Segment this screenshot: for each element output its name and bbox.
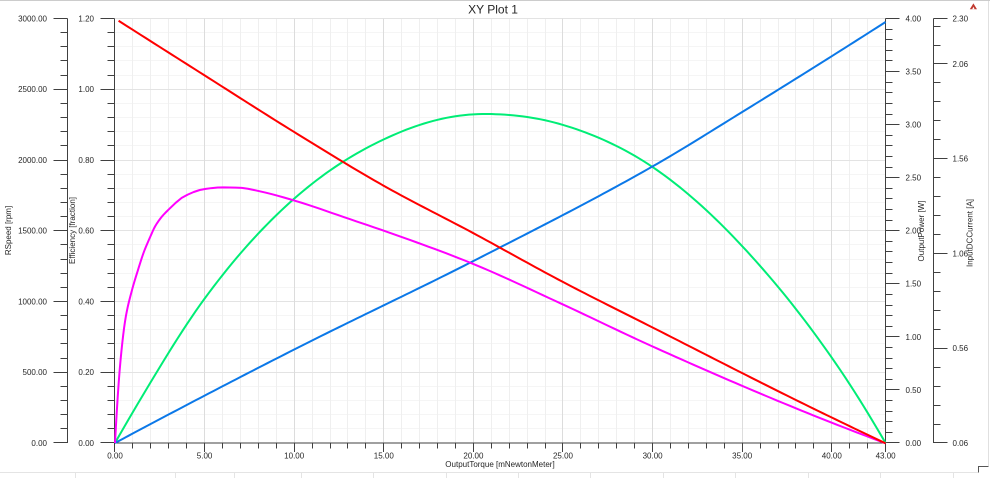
svg-text:40.00: 40.00 (822, 452, 843, 461)
svg-text:25.00: 25.00 (553, 452, 574, 461)
svg-text:RSpeed [rpm]: RSpeed [rpm] (4, 206, 13, 255)
svg-text:0.00: 0.00 (107, 452, 123, 461)
svg-text:500.00: 500.00 (23, 368, 48, 377)
svg-text:30.00: 30.00 (643, 452, 664, 461)
svg-text:2000.00: 2000.00 (18, 156, 47, 165)
svg-text:1500.00: 1500.00 (18, 227, 47, 236)
svg-text:0.50: 0.50 (906, 386, 922, 395)
svg-text:15.00: 15.00 (374, 452, 395, 461)
svg-text:0.60: 0.60 (78, 227, 94, 236)
svg-text:2.06: 2.06 (953, 60, 969, 69)
svg-text:1.00: 1.00 (78, 85, 94, 94)
svg-text:1.20: 1.20 (78, 14, 94, 23)
svg-text:OutputTorque [mNewtonMeter]: OutputTorque [mNewtonMeter] (445, 460, 554, 469)
svg-text:1.00: 1.00 (906, 333, 922, 342)
svg-text:20.00: 20.00 (463, 452, 484, 461)
svg-text:InputDCCurrent [A]: InputDCCurrent [A] (966, 199, 975, 267)
svg-text:0.06: 0.06 (953, 439, 969, 448)
svg-text:2.30: 2.30 (953, 14, 969, 23)
svg-text:2.50: 2.50 (906, 174, 922, 183)
svg-text:43.00: 43.00 (876, 452, 897, 461)
svg-text:10.00: 10.00 (284, 452, 305, 461)
svg-text:0.00: 0.00 (906, 439, 922, 448)
svg-text:0.00: 0.00 (31, 439, 47, 448)
svg-text:3.00: 3.00 (906, 121, 922, 130)
svg-text:2500.00: 2500.00 (18, 85, 47, 94)
svg-text:OutputPower [W]: OutputPower [W] (917, 201, 926, 262)
svg-text:0.56: 0.56 (953, 344, 969, 353)
svg-text:0.20: 0.20 (78, 368, 94, 377)
svg-text:35.00: 35.00 (732, 452, 753, 461)
svg-text:1.56: 1.56 (953, 155, 969, 164)
svg-text:1.50: 1.50 (906, 280, 922, 289)
svg-text:1.06: 1.06 (953, 249, 969, 258)
svg-text:XY Plot 1: XY Plot 1 (468, 3, 518, 17)
svg-text:0.40: 0.40 (78, 297, 94, 306)
svg-text:1000.00: 1000.00 (18, 297, 47, 306)
svg-text:3.50: 3.50 (906, 68, 922, 77)
svg-text:5.00: 5.00 (197, 452, 213, 461)
svg-text:0.00: 0.00 (78, 439, 94, 448)
svg-text:4.00: 4.00 (906, 14, 922, 23)
svg-text:Efficiency [fraction]: Efficiency [fraction] (68, 197, 77, 264)
svg-text:3000.00: 3000.00 (18, 14, 47, 23)
svg-text:0.80: 0.80 (78, 156, 94, 165)
svg-text:2.00: 2.00 (906, 227, 922, 236)
